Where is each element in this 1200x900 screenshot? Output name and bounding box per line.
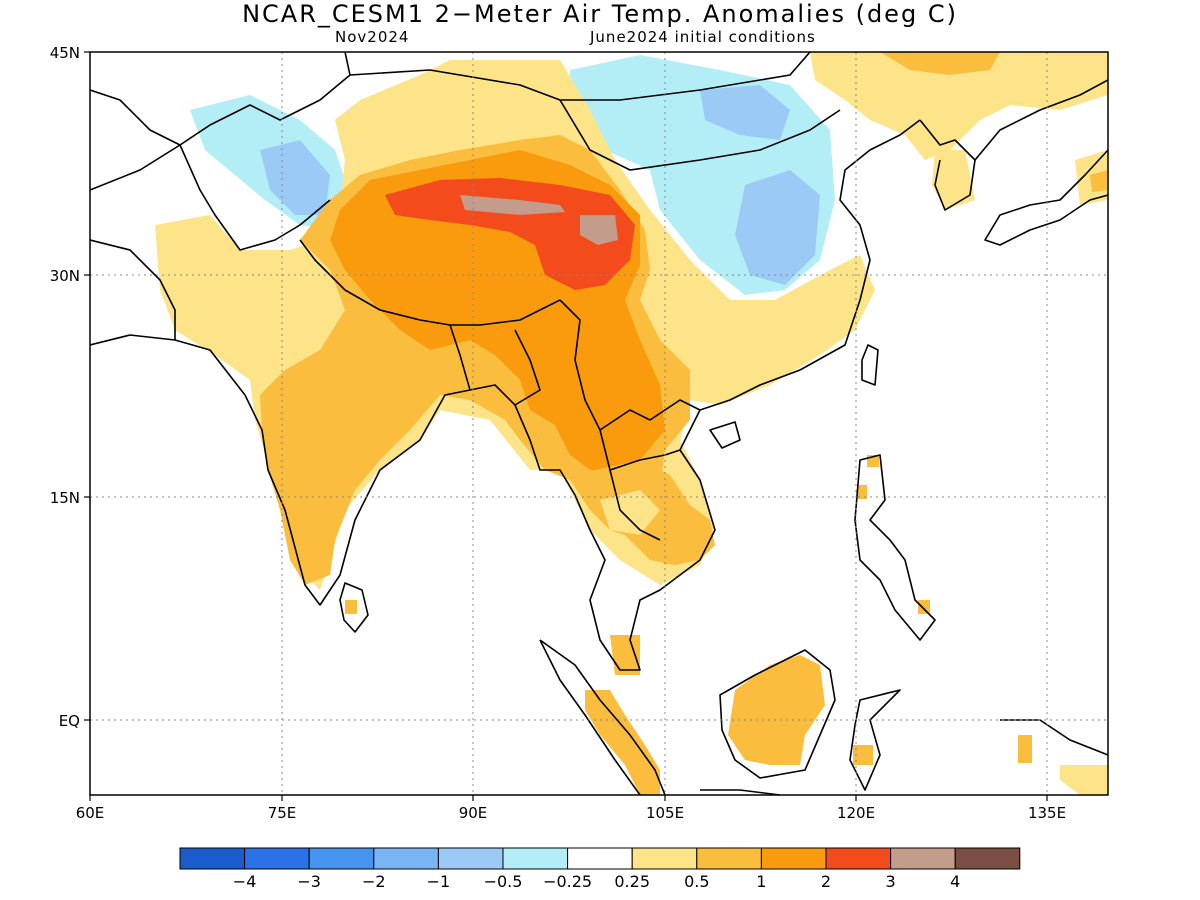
colorbar-swatch: [502, 847, 569, 870]
colorbar-swatch: [179, 847, 246, 870]
lat-label: 15N: [50, 489, 80, 507]
colorbar-label: 4: [950, 872, 960, 891]
colorbar-swatch: [954, 847, 1021, 870]
cool-core-mongolia: [700, 85, 790, 140]
lon-label: 105E: [646, 804, 684, 822]
colorbar-label: 3: [886, 872, 896, 891]
warm-korea: [932, 150, 975, 210]
warm-japan-core: [1090, 170, 1108, 192]
lon-label: 120E: [837, 804, 875, 822]
map-title: NCAR_CESM1 2−Meter Air Temp. Anomalies (…: [242, 0, 958, 28]
colorbar: [179, 847, 1021, 870]
coastlines-and-borders: [90, 52, 1108, 795]
colorbar-label: 1: [756, 872, 766, 891]
graticule: [90, 52, 1108, 795]
colorbar-label: −2: [362, 872, 386, 891]
colorbar-label: −3: [297, 872, 321, 891]
colorbar-swatch: [373, 847, 439, 870]
colorbar-swatch: [308, 847, 375, 870]
very-hot-core-2: [580, 215, 618, 245]
longitude-labels: 60E 75E 90E 105E 120E 135E: [76, 804, 1066, 822]
lon-label: 135E: [1028, 804, 1066, 822]
colorbar-label: 2: [821, 872, 831, 891]
warm-sumatra: [585, 690, 660, 795]
taiwan-outline: [861, 344, 879, 386]
very-hot-core-1: [460, 195, 565, 215]
lat-label: 30N: [50, 267, 80, 285]
colorbar-label: −0.5: [484, 872, 523, 891]
colorbar-swatch: [437, 847, 504, 870]
sri-lanka-outline: [339, 582, 369, 633]
warm-borneo: [728, 655, 825, 765]
initial-conditions: June2024 initial conditions: [590, 28, 816, 46]
lon-label: 90E: [459, 804, 488, 822]
anomaly-field: [90, 52, 1108, 795]
colorbar-swatch: [244, 847, 310, 870]
warm-light-thailand: [600, 490, 660, 535]
cool-core-china: [735, 170, 820, 285]
colorbar-label: 0.5: [684, 872, 709, 891]
lon-label: 75E: [268, 804, 297, 822]
colorbar-swatch: [696, 847, 762, 870]
colorbar-labels: −4 −3 −2 −1 −0.5 −0.25 0.25 0.5 1 2 3 4: [233, 872, 960, 891]
colorbar-swatch: [825, 847, 892, 870]
colorbar-swatch: [760, 847, 827, 870]
cool-core-northwest: [260, 140, 330, 215]
latitude-labels: 45N 30N 15N EQ: [50, 44, 80, 730]
plot-frame: [89, 51, 1109, 796]
forecast-month: Nov2024: [335, 28, 410, 46]
colorbar-label: −0.25: [543, 872, 592, 891]
tick-marks: [84, 51, 1048, 801]
colorbar-label: 0.25: [614, 872, 650, 891]
colorbar-label: −1: [427, 872, 451, 891]
hot-region-tibet: [385, 178, 635, 290]
hainan-outline: [709, 421, 741, 449]
colorbar-swatch: [890, 847, 956, 870]
warm-core-northeast: [880, 52, 1000, 75]
lat-label: 45N: [50, 44, 80, 62]
colorbar-swatch: [631, 847, 698, 870]
lat-label: EQ: [59, 712, 80, 730]
lon-label: 60E: [76, 804, 105, 822]
warm-region-northeast: [810, 52, 1108, 160]
colorbar-swatch: [567, 847, 633, 870]
colorbar-label: −4: [233, 872, 257, 891]
